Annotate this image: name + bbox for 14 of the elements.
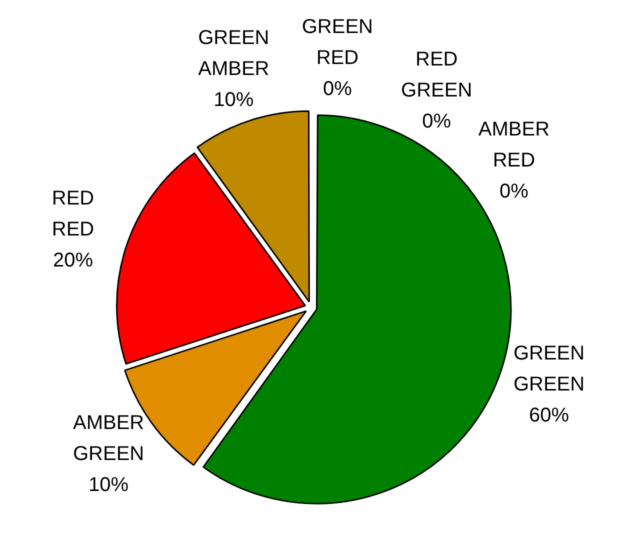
data-label: 10% bbox=[214, 89, 254, 112]
category-label: GREEN RED bbox=[302, 16, 373, 70]
slice-label: GREEN AMBER bbox=[198, 27, 270, 80]
data-label: 60% bbox=[528, 404, 570, 426]
text: 0% bbox=[499, 180, 528, 203]
slice-label: AMBER GREEN bbox=[72, 412, 144, 466]
text: 0% bbox=[322, 78, 352, 100]
text: 0% bbox=[422, 110, 452, 133]
data-label: 20% bbox=[52, 250, 94, 272]
data-label: 10% bbox=[88, 474, 129, 496]
slice-label: GREEN GREEN bbox=[513, 342, 585, 396]
slice-label: RED RED bbox=[52, 188, 94, 241]
category-label: AMBER RED bbox=[478, 118, 550, 172]
category-label: RED GREEN bbox=[401, 48, 472, 102]
